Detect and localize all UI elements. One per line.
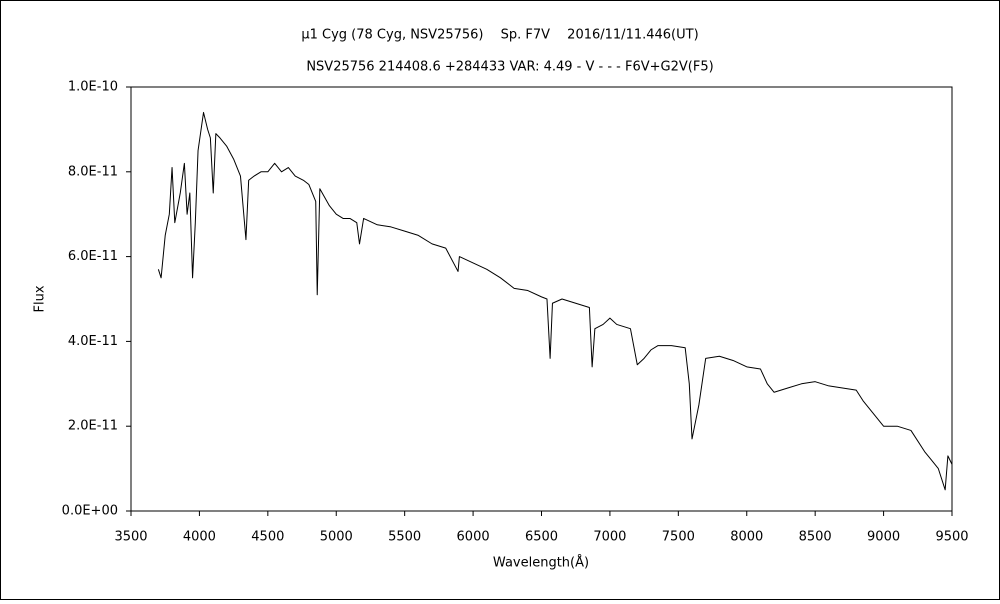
x-tick-label: 9000 — [867, 530, 900, 545]
x-tick-label: 6500 — [525, 530, 558, 545]
y-axis-label: Flux — [33, 285, 48, 312]
x-tick-label: 4000 — [183, 530, 216, 545]
x-tick-label: 7500 — [662, 530, 695, 545]
y-tick-label: 4.0E-11 — [68, 334, 118, 349]
x-tick-label: 8000 — [730, 530, 763, 545]
x-tick-label: 3500 — [114, 530, 147, 545]
y-tick-label: 8.0E-11 — [68, 164, 118, 179]
y-tick-label: 6.0E-11 — [68, 249, 118, 264]
x-axis-label: Wavelength(Å) — [493, 555, 589, 571]
y-tick-label: 1.0E-10 — [68, 80, 118, 95]
x-tick-label: 9500 — [935, 530, 968, 545]
spectrum-line — [157, 111, 953, 491]
y-tick-label: 0.0E+00 — [62, 504, 118, 519]
x-tick-label: 5000 — [320, 530, 353, 545]
x-tick-label: 6000 — [457, 530, 490, 545]
x-tick-label: 5500 — [388, 530, 421, 545]
x-tick-label: 8500 — [799, 530, 832, 545]
x-tick-label: 7000 — [593, 530, 626, 545]
y-tick-label: 2.0E-11 — [68, 419, 118, 434]
chart-title: μ1 Cyg (78 Cyg, NSV25756) Sp. F7V 2016/1… — [301, 28, 698, 43]
chart-subtitle: NSV25756 214408.6 +284433 VAR: 4.49 - V … — [306, 60, 713, 75]
x-tick-label: 4500 — [251, 530, 284, 545]
